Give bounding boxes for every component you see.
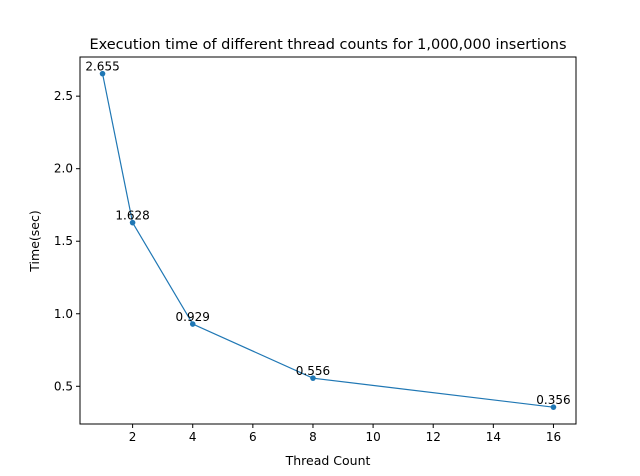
data-label: 0.556: [296, 364, 330, 378]
x-tick-label: 16: [546, 430, 561, 444]
data-point: [99, 70, 106, 77]
x-tick-label: 10: [365, 430, 380, 444]
x-tick-label: 14: [486, 430, 501, 444]
y-tick-label: 2.0: [54, 162, 73, 176]
y-tick-label: 0.5: [54, 379, 73, 393]
data-label: 1.628: [115, 209, 149, 223]
series-line: [101, 73, 554, 408]
y-tick-label: 2.5: [54, 89, 73, 103]
chart-title: Execution time of different thread count…: [89, 37, 566, 53]
x-tick-label: 12: [426, 430, 441, 444]
x-axis-label: Thread Count: [285, 453, 371, 468]
y-tick-label: 1.5: [54, 234, 73, 248]
data-label: 2.655: [85, 60, 119, 74]
data-label: 0.356: [536, 393, 570, 407]
y-tick-label: 1.0: [54, 307, 73, 321]
plot-area: 2 4 6 8 10 12 14 16 0.5 1.0 1.5 2.0 2.5 2.655 1.628 0.9…: [54, 56, 577, 444]
data-point: [310, 375, 316, 381]
data-point: [189, 321, 196, 327]
data-point: [550, 404, 557, 410]
x-tick-label: 4: [189, 430, 197, 444]
y-axis-label: Time(sec): [27, 210, 42, 272]
x-tick-label: 6: [249, 430, 257, 444]
x-tick-label: 8: [309, 430, 317, 444]
x-tick-label: 2: [129, 430, 137, 444]
axes-frame: [79, 56, 577, 425]
data-label: 0.929: [176, 310, 210, 324]
data-point: [129, 219, 136, 226]
